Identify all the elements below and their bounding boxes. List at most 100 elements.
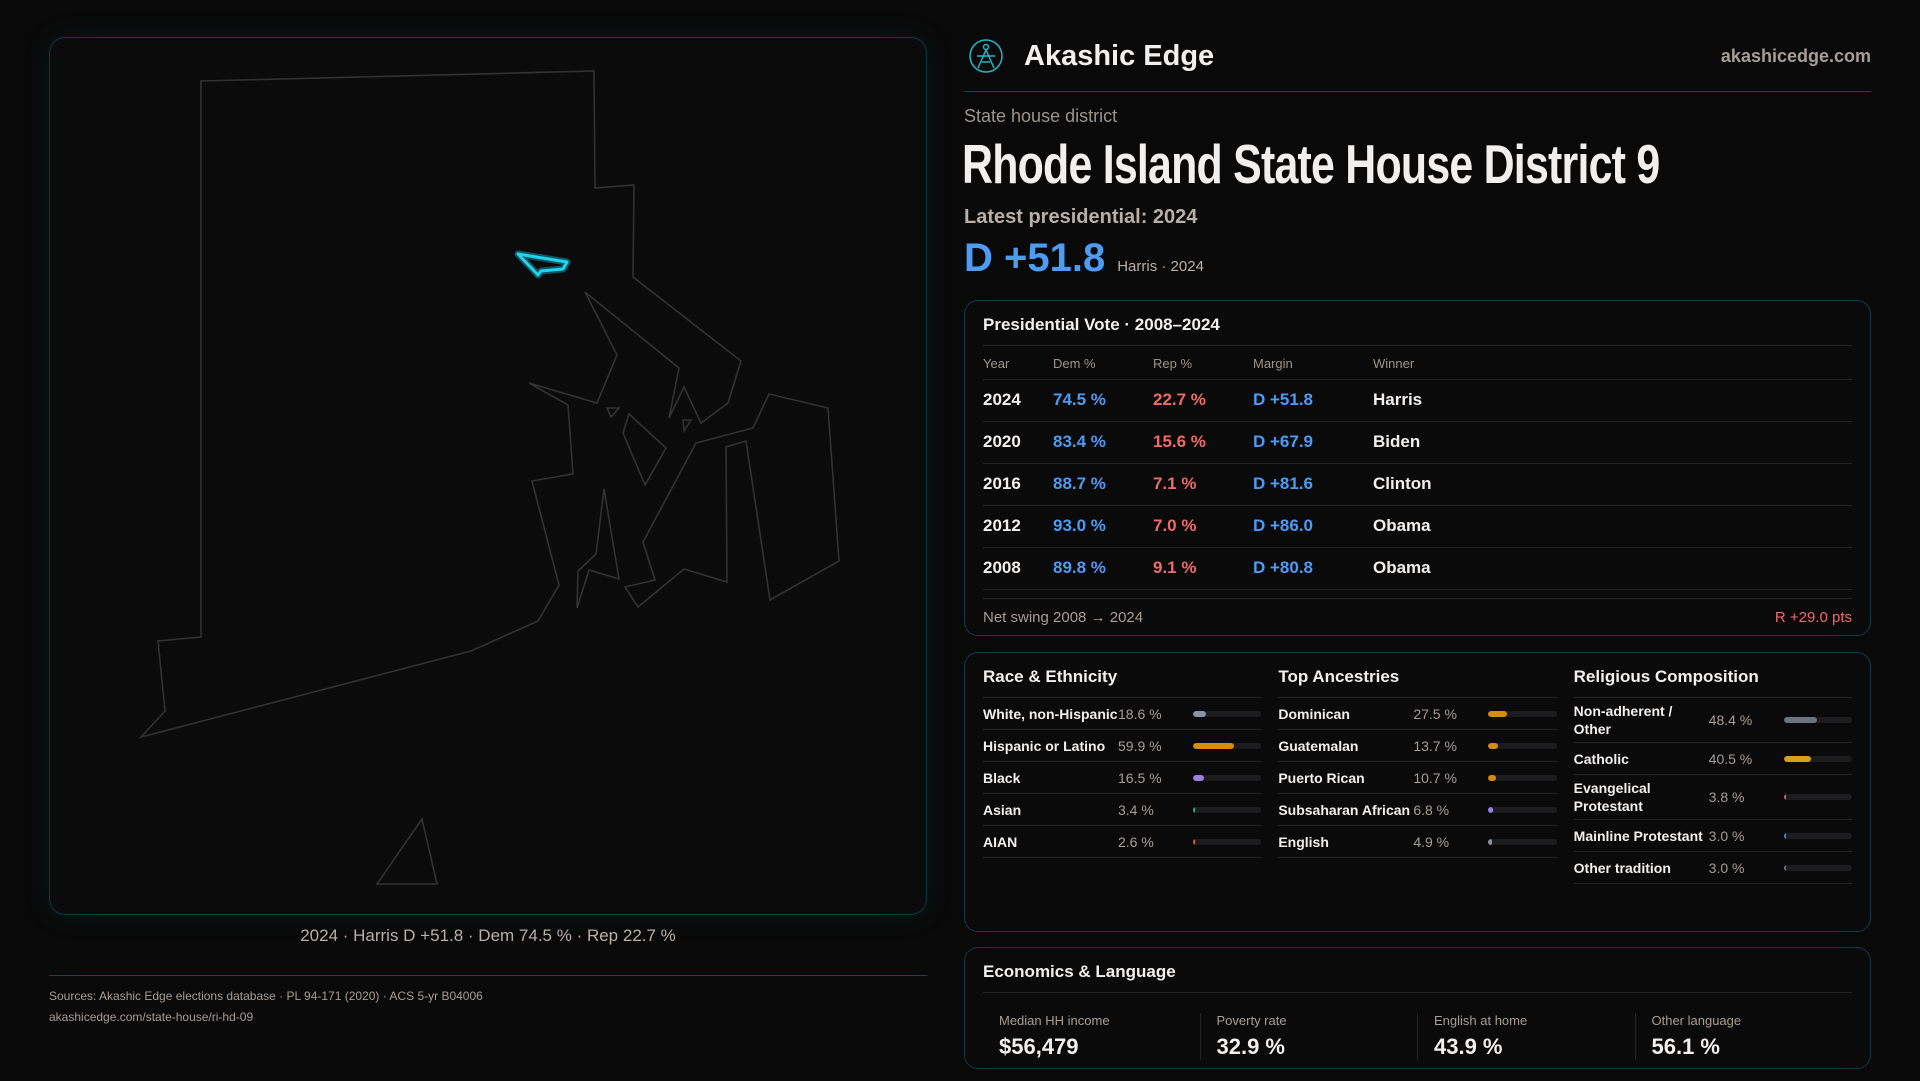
header: Akashic Edge akashicedge.com xyxy=(964,34,1871,92)
row-percent: 27.5 % xyxy=(1413,705,1457,722)
row-percent: 18.6 % xyxy=(1118,705,1162,722)
table-cell: Obama xyxy=(1373,547,1852,590)
bar-track xyxy=(1783,717,1852,723)
highlighted-district-outline[interactable] xyxy=(516,252,569,277)
demographic-row: Black 16.5 % xyxy=(983,762,1262,794)
row-percent: 4.9 % xyxy=(1413,833,1450,850)
brand-name: Akashic Edge xyxy=(1024,40,1215,72)
bar-fill xyxy=(1783,794,1787,800)
demographic-row: English 4.9 % xyxy=(1278,826,1557,858)
demographic-row: AIAN 2.6 % xyxy=(983,826,1262,858)
district-map[interactable] xyxy=(49,37,927,915)
table-row[interactable]: 2020 83.4 % 15.6 % D +67.9 Biden xyxy=(983,421,1852,464)
demographic-row: Guatemalan 13.7 % xyxy=(1278,730,1557,762)
bar-fill xyxy=(1193,742,1234,749)
demographic-row: Dominican 27.5 % xyxy=(1278,698,1557,730)
demographic-row: White, non-Hispanic 18.6 % xyxy=(983,698,1262,730)
demographic-row: Mainline Protestant 3.0 % xyxy=(1573,820,1852,852)
bar-fill xyxy=(1193,806,1196,813)
stat-value: 32.9 % xyxy=(1216,1034,1286,1059)
net-swing-label: Net swing 2008 → 2024 xyxy=(983,608,1144,626)
east-bay-outline xyxy=(623,393,840,609)
stat-label: Poverty rate xyxy=(1216,1013,1287,1028)
page-url[interactable]: akashicedge.com/state-house/ri-hd-09 xyxy=(49,1010,254,1024)
row-percent: 3.0 % xyxy=(1708,859,1745,876)
demographic-row: Catholic 40.5 % xyxy=(1573,743,1852,775)
section-title: Race & Ethnicity xyxy=(983,667,1262,698)
margin-subtitle: Harris · 2024 xyxy=(1117,258,1204,275)
island-outline xyxy=(622,412,668,487)
row-label: Asian xyxy=(983,801,1022,818)
table-cell: 89.8 % xyxy=(1053,547,1153,590)
row-label: Mainline Protestant xyxy=(1573,827,1703,844)
table-cell: D +51.8 xyxy=(1253,379,1373,422)
table-cell: D +67.9 xyxy=(1253,421,1373,464)
row-percent: 40.5 % xyxy=(1708,750,1753,767)
demographic-row: Hispanic or Latino 59.9 % xyxy=(983,730,1262,762)
stat-label: Median HH income xyxy=(999,1013,1110,1028)
row-label: Catholic xyxy=(1573,750,1629,767)
bar-fill xyxy=(1488,838,1492,845)
kicker: State house district xyxy=(964,106,1118,126)
section-title: Top Ancestries xyxy=(1278,667,1557,698)
row-label: Subsaharan African xyxy=(1278,801,1411,818)
row-percent: 13.7 % xyxy=(1413,737,1457,754)
demographics-card: Race & Ethnicity White, non-Hispanic 18.6 … xyxy=(964,652,1871,932)
table-cell: D +86.0 xyxy=(1253,505,1373,548)
akashic-edge-logo-icon xyxy=(969,39,1003,73)
table-cell: 2008 xyxy=(983,547,1053,590)
bar-track xyxy=(1488,742,1557,749)
column-header: Dem % xyxy=(1053,348,1153,380)
bar-fill xyxy=(1193,710,1206,717)
table-row[interactable]: 2008 89.8 % 9.1 % D +80.8 Obama xyxy=(983,547,1852,590)
map-caption: 2024 · Harris D +51.8 · Dem 74.5 % · Rep… xyxy=(300,926,676,945)
bar-fill xyxy=(1488,774,1496,781)
table-row[interactable]: 2012 93.0 % 7.0 % D +86.0 Obama xyxy=(983,505,1852,548)
stat-label: Other language xyxy=(1651,1013,1742,1028)
stat-item: Median HH income $56,479 xyxy=(983,1013,1200,1060)
sources-text: Sources: Akashic Edge elections database… xyxy=(49,989,483,1003)
bar-track xyxy=(1783,832,1852,839)
row-percent: 6.8 % xyxy=(1413,801,1450,818)
row-percent: 3.0 % xyxy=(1708,827,1745,844)
net-swing-value: R +29.0 pts xyxy=(1774,608,1852,626)
stat-value: 56.1 % xyxy=(1651,1034,1721,1059)
bar-fill xyxy=(1488,710,1508,717)
table-row[interactable]: 2024 74.5 % 22.7 % D +51.8 Harris xyxy=(983,379,1852,422)
row-label: AIAN xyxy=(983,833,1018,850)
section-title: Religious Composition xyxy=(1573,667,1852,698)
table-cell: 22.7 % xyxy=(1153,379,1253,422)
table-cell: Biden xyxy=(1373,421,1852,464)
bar-track xyxy=(1783,755,1852,762)
bar-track xyxy=(1193,838,1262,845)
mainland-outline xyxy=(138,70,742,739)
table-cell: 74.5 % xyxy=(1053,379,1153,422)
column-header: Rep % xyxy=(1153,348,1253,380)
row-label: Puerto Rican xyxy=(1278,769,1365,786)
demographic-section: Race & Ethnicity White, non-Hispanic 18.6 … xyxy=(983,667,1262,917)
row-label: White, non-Hispanic xyxy=(983,705,1118,722)
row-label: Non-adherent / Other xyxy=(1573,703,1673,737)
row-percent: 16.5 % xyxy=(1118,769,1162,786)
demographic-section: Top Ancestries Dominican 27.5 % Guatemalan 1… xyxy=(1278,667,1557,917)
bar-fill xyxy=(1783,832,1786,839)
economics-card: Economics & Language Median HH income $56… xyxy=(964,947,1871,1069)
bar-track xyxy=(1193,742,1262,749)
demographic-row: Non-adherent / Other 48.4 % xyxy=(1573,698,1852,743)
table-row[interactable]: 2016 88.7 % 7.1 % D +81.6 Clinton xyxy=(983,463,1852,506)
row-label: English xyxy=(1278,833,1329,850)
site-link[interactable]: akashicedge.com xyxy=(1720,46,1871,66)
table-cell: 9.1 % xyxy=(1153,547,1253,590)
bar-fill xyxy=(1193,838,1195,845)
table-cell: 15.6 % xyxy=(1153,421,1253,464)
row-percent: 3.4 % xyxy=(1118,801,1154,818)
bar-fill xyxy=(1488,806,1493,813)
table-cell: 2020 xyxy=(983,421,1053,464)
row-label: Black xyxy=(983,769,1021,786)
presidential-title: Presidential Vote · 2008–2024 xyxy=(983,315,1852,346)
bar-track xyxy=(1193,710,1262,717)
table-cell: 7.1 % xyxy=(1153,463,1253,506)
bar-track xyxy=(1783,794,1852,800)
net-swing: Net swing 2008 → 2024 R +29.0 pts xyxy=(983,597,1852,626)
